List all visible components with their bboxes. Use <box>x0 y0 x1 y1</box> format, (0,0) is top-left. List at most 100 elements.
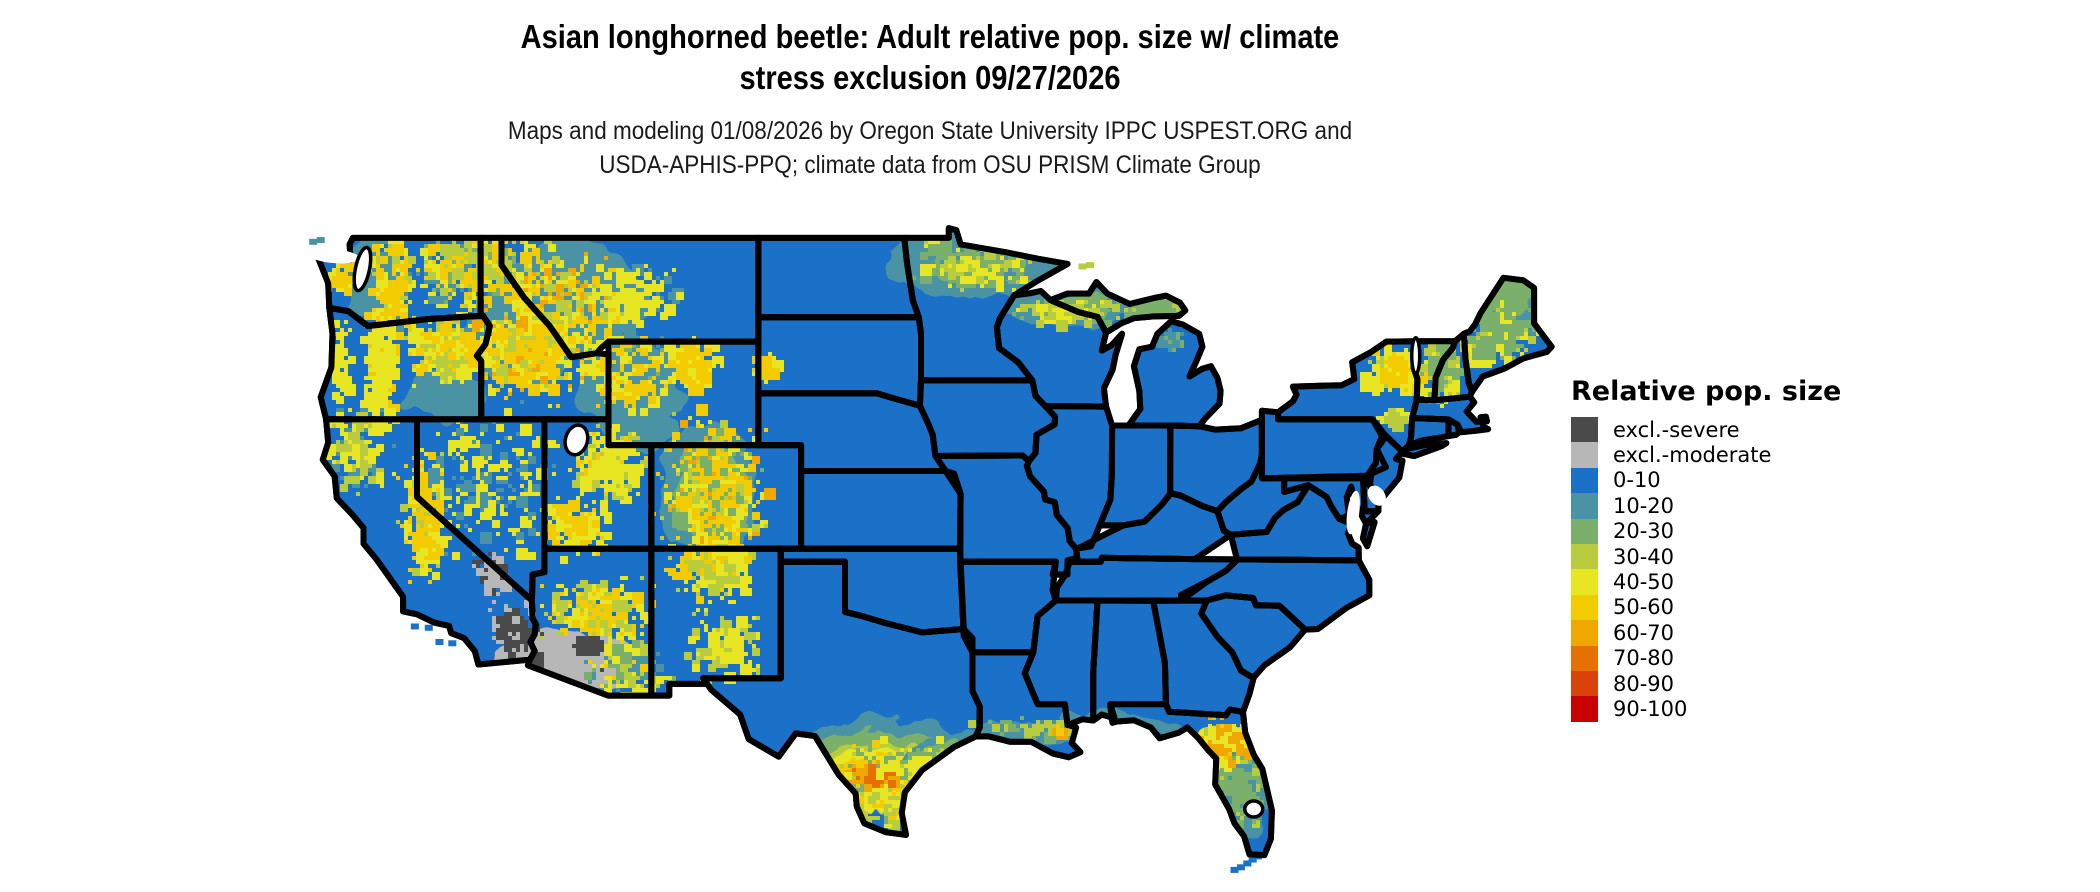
legend-swatch <box>1571 442 1598 468</box>
speckle-west-montana-rockies-yg <box>504 256 628 360</box>
legend-swatch <box>1571 696 1598 722</box>
legend-entry-label: excl.-moderate <box>1613 443 1772 468</box>
water-great-salt-lake <box>563 423 590 457</box>
speckle-central-montana-ranges-y <box>588 264 684 328</box>
speckle-washington-cascades-go <box>364 228 412 340</box>
legend-entry: excl.-moderate <box>1571 442 1841 468</box>
legend-entry: 0-10 <box>1571 467 1841 494</box>
legend-entry: 20-30 <box>1571 518 1841 544</box>
speckle-colorful-ring-sw-arizona-g <box>516 636 656 688</box>
legend-entry-label: 70-80 <box>1613 646 1675 671</box>
state-border-wv <box>1214 451 1312 538</box>
state-border-fl <box>1107 701 1275 859</box>
state-border-sc <box>1198 592 1309 681</box>
legend-entries: excl.-severe excl.-moderate 0-10 10-20 20-30… <box>1571 417 1841 722</box>
speckle-green-white-mountains-g <box>1420 340 1464 404</box>
state-border-az <box>524 545 655 699</box>
legend-entry: excl.-severe <box>1571 417 1841 443</box>
state-border-miu <box>1047 279 1189 336</box>
island-florida-keys <box>1236 864 1245 871</box>
speckle-bighorns-go <box>668 340 712 396</box>
legend-swatch <box>1571 670 1598 697</box>
speckle-nevada-basin-range-y <box>420 408 560 560</box>
water-lake-champlain <box>1409 336 1422 376</box>
speckle-colorado-rockies-g <box>660 428 764 560</box>
island-florida-keys <box>1248 856 1257 863</box>
speckle-central-idaho-mtns-go <box>476 304 584 408</box>
state-border-tx <box>700 558 983 838</box>
speckle-lake-of-the-woods-border-g <box>920 236 952 260</box>
state-ks <box>798 468 964 552</box>
speckle-nevada-basin-range-t <box>392 400 556 556</box>
legend-swatch <box>1571 417 1598 443</box>
legend-entry: 50-60 <box>1571 594 1841 621</box>
legend-entry-label: 80-90 <box>1613 671 1675 696</box>
legend: Relative pop. size excl.-severe excl.-mod… <box>1571 376 1841 722</box>
speckle-n-california-ranges-y <box>316 412 396 488</box>
water-bodies <box>307 245 1422 819</box>
legend-swatch <box>1571 569 1598 595</box>
state-border-mil <box>1125 318 1224 430</box>
speckle-mogollon-rim-go <box>540 584 656 644</box>
island-channel-islands <box>424 624 433 631</box>
legend-swatch <box>1571 518 1598 544</box>
speckle-n-california-ranges-yg <box>324 412 384 496</box>
water-puget-sound <box>352 245 373 293</box>
legend-entry: 40-50 <box>1571 569 1841 595</box>
speckle-catskills-yg <box>1384 408 1408 432</box>
speckle-se-arizona-sky-islands-t <box>604 644 664 692</box>
speckle-colorado-rockies-go <box>648 404 768 572</box>
legend-entry-label: 50-60 <box>1613 595 1675 620</box>
state-border-vae <box>1359 519 1378 550</box>
island-channel-islands <box>410 623 419 630</box>
map-credit: Maps and modeling 01/08/2026 by Oregon S… <box>93 114 1767 182</box>
speckle-new-orleans-spot-go <box>1056 724 1064 736</box>
island-florida-keys <box>1230 866 1239 873</box>
speckle-oregon-cascades-y <box>360 304 400 432</box>
speckle-phoenix-exclusion-sev <box>572 636 604 656</box>
speckle-tug-hill-y <box>1360 372 1380 392</box>
legend-swatch <box>1571 594 1598 621</box>
water-strait-of-juan-de-fuca <box>307 248 360 264</box>
speckle-death-valley-exclusion-mod <box>472 552 512 596</box>
region-se-oregon <box>404 369 489 422</box>
legend-swatch <box>1571 620 1598 646</box>
state-border-li <box>1398 440 1450 459</box>
legend-title: Relative pop. size <box>1571 376 1842 407</box>
legend-swatch <box>1571 493 1598 519</box>
legend-entry: 30-40 <box>1571 543 1841 570</box>
map-title-line2: stress exclusion 09/27/2026 <box>739 59 1121 96</box>
legend-entry: 60-70 <box>1571 620 1841 646</box>
speckle-n-lower-michigan-t <box>1156 324 1184 352</box>
legend-entry-label: 0-10 <box>1613 468 1661 493</box>
water-delaware-bay <box>1367 485 1386 506</box>
legend-entry-label: 60-70 <box>1613 620 1675 645</box>
legend-entry: 80-90 <box>1571 670 1841 697</box>
island-isle-royale <box>1086 262 1095 269</box>
legend-entry: 90-100 <box>1571 696 1841 722</box>
island-channel-islands <box>448 640 457 647</box>
speckle-adirondacks-go <box>1372 348 1428 392</box>
speckle-mojave-exclusion-sev <box>496 608 544 672</box>
legend-entry-label: 30-40 <box>1613 544 1675 569</box>
legend-entry-label: excl.-severe <box>1613 417 1740 442</box>
speckle-blue-mountains-go <box>396 316 500 380</box>
speckle-s-new-mexico-ranges-y <box>688 600 760 684</box>
legend-entry-label: 10-20 <box>1613 493 1675 518</box>
legend-entry-label: 40-50 <box>1613 570 1675 595</box>
speckle-olympics-go <box>328 260 356 296</box>
island-florida-keys <box>1243 860 1252 867</box>
map-credit-line2: USDA-APHIS-PPQ; climate data from OSU PR… <box>599 151 1261 179</box>
legend-swatch <box>1571 543 1598 570</box>
speckle-n-minnesota-y <box>920 248 1028 292</box>
legend-entry: 10-20 <box>1571 493 1841 519</box>
legend-entry-label: 20-30 <box>1613 519 1675 544</box>
island-vancouver-island-tip <box>316 237 325 244</box>
map-title-line1: Asian longhorned beetle: Adult relative … <box>520 18 1340 55</box>
speckle-n-minnesota-yg <box>924 248 1032 292</box>
water-lake-okeechobee <box>1242 799 1265 819</box>
speckle-n-wisconsin-yg <box>1020 300 1116 332</box>
map-credit-line1: Maps and modeling 01/08/2026 by Oregon S… <box>507 117 1353 145</box>
